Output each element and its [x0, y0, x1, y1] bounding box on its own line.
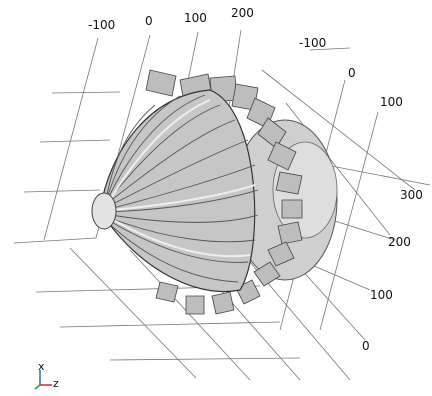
- tick-top-0: -100: [88, 18, 115, 32]
- outer-fins: [145, 69, 303, 315]
- tick-right-lower-2: 100: [370, 288, 393, 302]
- nose-hub: [91, 192, 117, 230]
- triad-z-label: z: [53, 377, 59, 390]
- turbine-rotor-model[interactable]: [91, 69, 338, 315]
- tick-right-lower-3: 0: [362, 339, 370, 353]
- tick-top-1: 0: [145, 14, 153, 28]
- triad-y-axis-icon: [34, 384, 41, 390]
- tick-right-upper-2: 100: [380, 95, 403, 109]
- impeller-blades: [104, 94, 259, 283]
- tick-right-upper-0: -100: [299, 36, 326, 50]
- tick-top-2: 100: [184, 11, 207, 25]
- axis-tick-labels: -100 0 100 200 -100 0 100 300 200 100 0: [88, 6, 423, 353]
- tick-right-upper-1: 0: [348, 66, 356, 80]
- triad-x-label: x: [38, 360, 45, 373]
- tick-top-3: 200: [231, 6, 254, 20]
- tick-right-lower-0: 300: [400, 188, 423, 202]
- tick-right-lower-1: 200: [388, 235, 411, 249]
- orientation-triad: x z: [34, 360, 59, 390]
- blade-highlights: [109, 99, 256, 258]
